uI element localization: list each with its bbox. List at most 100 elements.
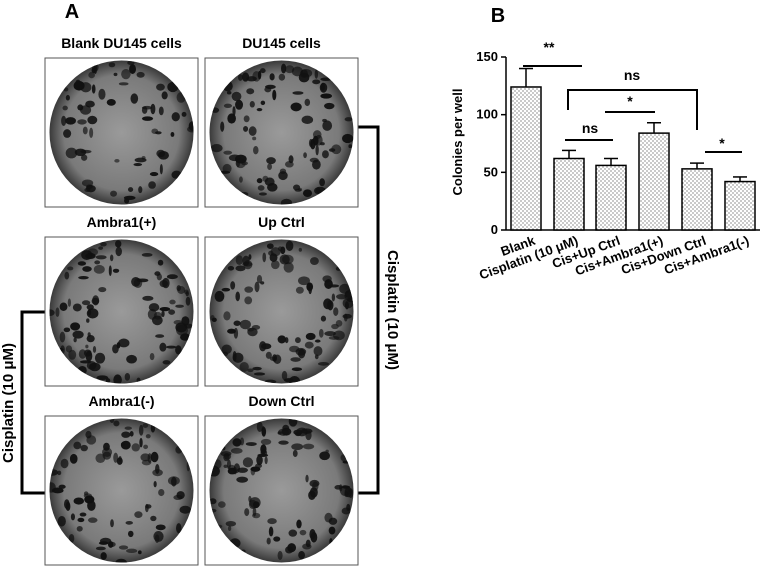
colony [150, 515, 157, 522]
colony [142, 295, 154, 301]
colony [61, 115, 67, 126]
colony [244, 286, 254, 293]
colony [239, 319, 251, 330]
colony [289, 376, 300, 384]
colony [98, 541, 109, 545]
colony [262, 175, 269, 182]
colony [121, 69, 131, 80]
colony [145, 434, 151, 439]
colony [76, 525, 83, 532]
colony [266, 157, 276, 165]
colony [89, 127, 94, 139]
colony [288, 529, 298, 537]
colony [91, 84, 96, 94]
colony [225, 521, 237, 527]
colony [78, 276, 89, 280]
colonies [210, 240, 354, 384]
colony [306, 282, 314, 292]
colony [179, 505, 191, 514]
plate [49, 60, 194, 205]
colony [265, 351, 272, 359]
colony [302, 443, 315, 450]
colony [63, 327, 71, 333]
bracket [20, 310, 45, 495]
colony [98, 246, 104, 250]
colony [223, 311, 231, 321]
colonies [210, 63, 354, 205]
colony [243, 260, 253, 270]
colony [248, 126, 257, 136]
colony [149, 172, 159, 177]
colony [309, 257, 319, 266]
well-photo [49, 239, 194, 384]
colony [57, 470, 62, 476]
colony [141, 252, 153, 257]
colony [273, 536, 281, 542]
colony [221, 344, 232, 355]
colony [55, 307, 60, 317]
colony [80, 149, 92, 154]
colony [158, 106, 164, 116]
colony [158, 151, 170, 160]
colony [88, 71, 95, 79]
colony [227, 328, 236, 334]
colony [278, 171, 288, 181]
colony [63, 87, 69, 92]
colony [257, 185, 265, 191]
colony [118, 545, 129, 550]
colony [290, 102, 302, 112]
well-label: Down Ctrl [248, 393, 314, 409]
colony [285, 240, 294, 251]
colony [260, 100, 266, 106]
colony [68, 533, 75, 543]
colony [177, 286, 186, 294]
colony [328, 517, 338, 525]
colony [139, 437, 143, 448]
colony [121, 431, 131, 438]
colony [145, 504, 152, 509]
colony [301, 428, 313, 434]
colony [305, 539, 311, 548]
colony [65, 117, 76, 125]
colony [110, 190, 118, 197]
colony [96, 375, 109, 381]
colony [118, 338, 130, 348]
colony [315, 144, 319, 156]
colony [320, 77, 332, 81]
colony [223, 464, 228, 468]
y-tick-label: 50 [484, 164, 498, 179]
colony [73, 441, 82, 450]
colony [70, 513, 76, 521]
colony [244, 508, 250, 517]
colony [142, 423, 149, 428]
colony [77, 517, 85, 523]
colony [291, 367, 303, 372]
colony [98, 286, 107, 293]
bar [638, 132, 670, 231]
y-tick-label: 100 [476, 107, 498, 122]
colony [133, 162, 143, 167]
colony [131, 443, 140, 452]
colony [181, 111, 187, 117]
colony [125, 521, 133, 525]
colony [320, 93, 333, 99]
colony [102, 451, 112, 460]
colony [246, 88, 255, 95]
colony [315, 134, 323, 146]
colony [256, 178, 263, 184]
colony [287, 543, 297, 553]
colony [77, 119, 87, 125]
colony [313, 346, 323, 356]
colony [168, 309, 176, 315]
colony [279, 254, 290, 265]
colony [154, 534, 160, 543]
colony [292, 91, 304, 95]
colony [185, 296, 191, 306]
colony [79, 360, 92, 364]
colony [256, 455, 263, 466]
colony [262, 252, 267, 263]
colony [81, 154, 88, 161]
colony [259, 341, 267, 352]
colony [69, 453, 78, 464]
colony [64, 271, 70, 280]
